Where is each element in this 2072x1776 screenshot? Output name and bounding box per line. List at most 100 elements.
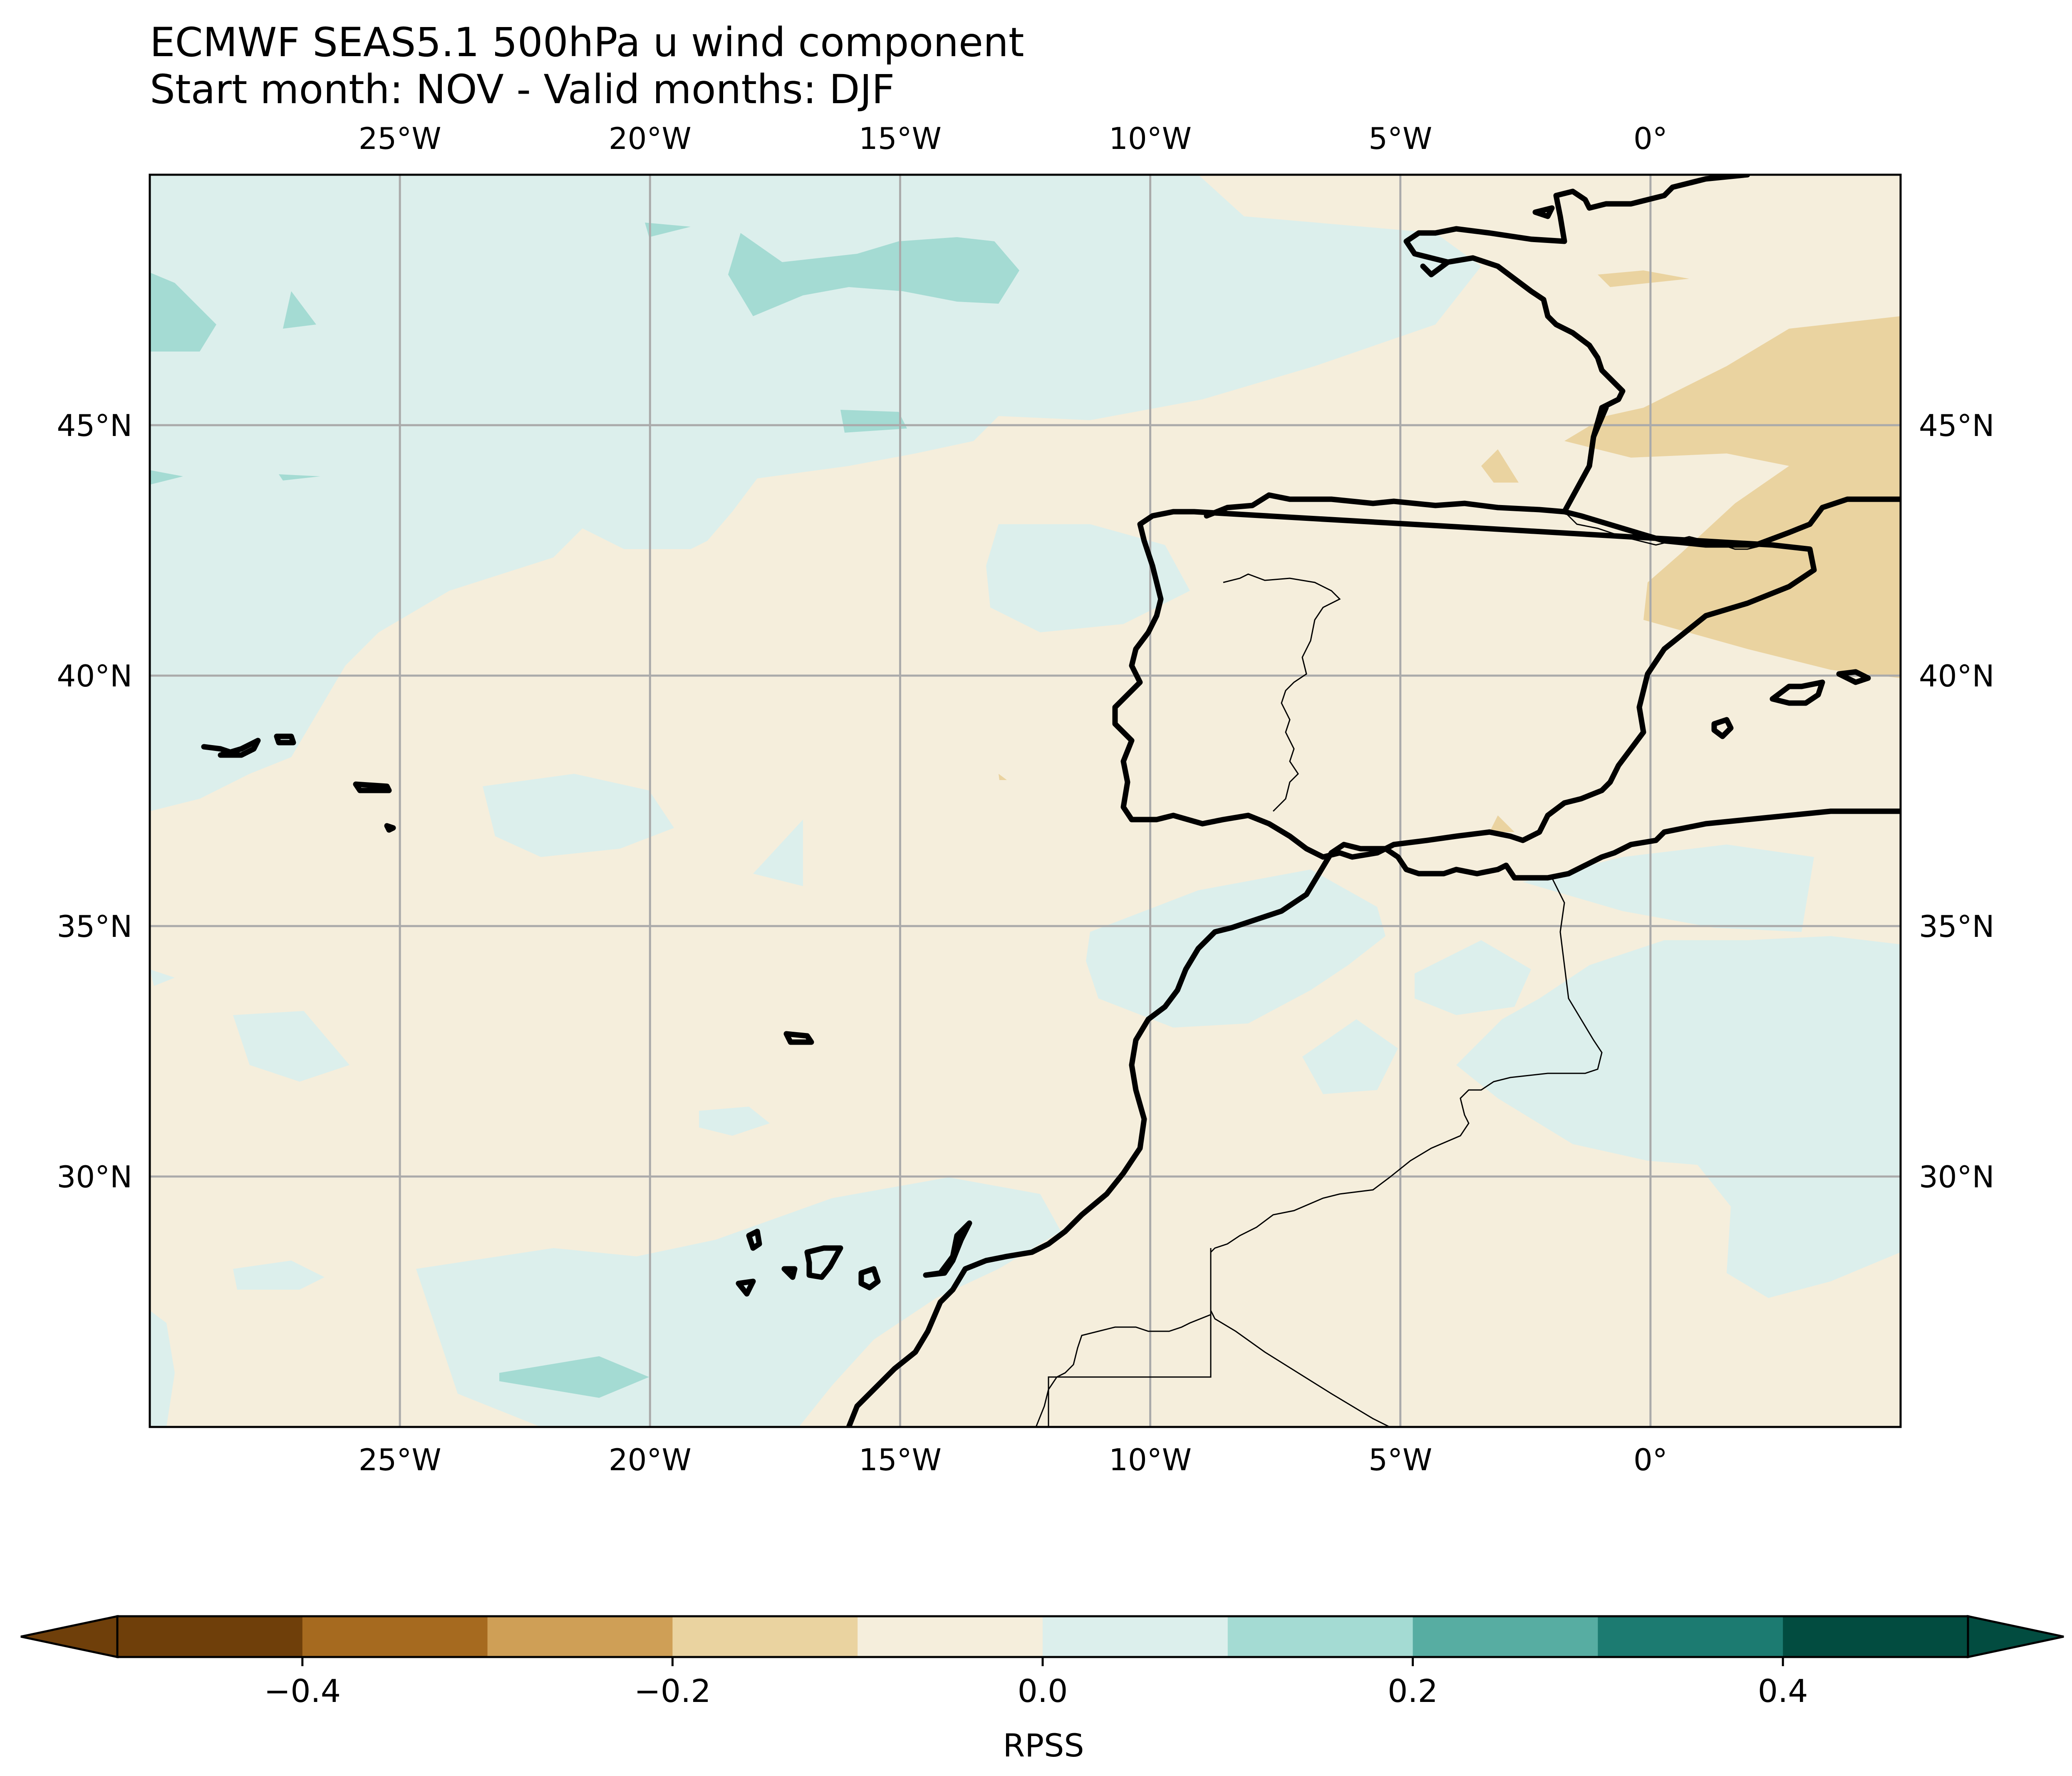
rpss-region-positive-high: [279, 474, 320, 481]
coastline-islands-north: [1532, 205, 1555, 219]
lat-tick-label: 45°N: [57, 408, 132, 443]
rpss-region-negative: [1564, 316, 1901, 678]
map-gridlines: [150, 175, 1901, 1427]
rpss-contour-fill: [150, 175, 1901, 1427]
colorbar-cell: [1413, 1616, 1598, 1657]
border-morocco-algeria: [1210, 877, 1603, 1253]
colorbar-cell: [1598, 1616, 1783, 1657]
lat-tick-label: 35°N: [57, 909, 132, 944]
rpss-region-positive: [1302, 1019, 1398, 1094]
coastline-canary-1: [746, 1229, 762, 1251]
lon-tick-label: 25°W: [359, 1442, 441, 1477]
colorbar-cells: [117, 1616, 1968, 1657]
coastline-france: [1403, 175, 1750, 469]
rpss-region-positive-high: [499, 1356, 649, 1398]
colorbar-tick-label: −0.4: [264, 1672, 341, 1709]
colorbar-extend-low: [20, 1615, 119, 1659]
colorbar-tick-label: 0.2: [1388, 1672, 1438, 1709]
coastline-iberia: [1112, 405, 1901, 860]
rpss-region-positive: [150, 175, 1481, 811]
rpss-region-negative: [999, 774, 1007, 780]
rpss-region-positive: [1456, 936, 1901, 1298]
rpss-region-positive-high: [840, 410, 907, 433]
lon-tick-label: 15°W: [859, 1442, 942, 1477]
country-borders: [1035, 511, 1772, 1427]
coastline-balearic-1: [1711, 717, 1734, 739]
coastline-africa: [846, 808, 1901, 1427]
coastline-canary-6: [923, 1220, 972, 1278]
coastline-azores-5: [384, 823, 396, 833]
rpss-region-positive: [483, 774, 674, 857]
colorbar-cell: [302, 1616, 488, 1657]
colorbar-label: RPSS: [1003, 1727, 1084, 1764]
coastline-balearic-2: [1770, 679, 1825, 706]
lon-tick-label: 10°W: [1109, 121, 1192, 156]
lon-tick-label: 5°W: [1368, 121, 1432, 156]
coastline-canary-4: [804, 1245, 843, 1280]
colorbar-tick-label: 0.4: [1758, 1672, 1808, 1709]
lon-tick-labels-bottom: 25°W 20°W 15°W 10°W 5°W 0°: [359, 1442, 1668, 1477]
rpss-region-positive: [150, 969, 175, 986]
rpss-region-positive: [986, 524, 1190, 632]
colorbar-cell: [1783, 1616, 1968, 1657]
rpss-region-positive: [699, 1107, 770, 1136]
border-western-sahara-south: [1048, 1302, 1212, 1427]
coastline-canary-3: [781, 1266, 798, 1280]
colorbar-ticks: −0.4 −0.2 0.0 0.2 0.4: [264, 1657, 1808, 1709]
lon-tick-label: 25°W: [359, 121, 441, 156]
lat-tick-label: 30°N: [1919, 1159, 1994, 1194]
lon-tick-labels-top: 25°W 20°W 15°W 10°W 5°W 0°: [359, 121, 1668, 156]
colorbar-tick-label: 0.0: [1018, 1672, 1068, 1709]
lon-tick-label: 5°W: [1368, 1442, 1432, 1477]
colorbar-tick-label: −0.2: [634, 1672, 711, 1709]
colorbar: −0.4 −0.2 0.0 0.2 0.4 RPSS: [20, 1615, 2064, 1764]
rpss-region-negative: [1598, 270, 1689, 287]
rpss-region-positive: [150, 1310, 175, 1427]
rpss-region-positive: [1415, 940, 1531, 1015]
border-spain-france: [1564, 511, 1772, 550]
colorbar-cell: [1043, 1616, 1228, 1657]
lat-tick-labels-right: 45°N 40°N 35°N 30°N: [1919, 408, 1994, 1194]
rpss-region-positive-high: [645, 223, 691, 237]
lat-tick-label: 45°N: [1919, 408, 1994, 443]
colorbar-cell: [672, 1616, 858, 1657]
lat-tick-label: 35°N: [1919, 909, 1994, 944]
coastline-canary-2: [736, 1278, 756, 1297]
coastline-madeira: [783, 1031, 814, 1045]
coastline-azores-3: [274, 733, 296, 746]
lat-tick-label: 40°N: [1919, 659, 1994, 694]
rpss-region-positive: [753, 820, 803, 886]
coastline-azores-4: [353, 781, 392, 793]
rpss-region-positive: [1086, 869, 1385, 1028]
lon-tick-label: 10°W: [1109, 1442, 1192, 1477]
rpss-region-negative: [1481, 449, 1519, 483]
title-line-2: Start month: NOV - Valid months: DJF: [150, 66, 895, 113]
coastline-canary-5: [858, 1266, 881, 1291]
border-mauritania: [1210, 1310, 1390, 1427]
lon-tick-label: 0°: [1633, 1442, 1668, 1477]
coastline-azores-2: [218, 738, 261, 758]
border-western-sahara-north: [1035, 1248, 1212, 1427]
rpss-region-positive-high: [283, 291, 316, 329]
colorbar-extend-high: [1967, 1615, 2064, 1659]
map-panel: 25°W 20°W 15°W 10°W 5°W 0° 25°W 20°W 15°W 10°W 5°…: [57, 121, 1995, 1477]
border-spain-portugal: [1223, 573, 1341, 812]
title-line-1: ECMWF SEAS5.1 500hPa u wind component: [150, 19, 1024, 66]
rpss-region-positive-high: [150, 272, 216, 352]
rpss-region-negative: [1490, 815, 1514, 832]
rpss-region-positive: [1523, 845, 1814, 932]
rpss-region-positive-high: [150, 470, 183, 485]
lon-tick-label: 15°W: [859, 121, 942, 156]
rpss-region-positive: [233, 1261, 325, 1290]
rpss-region-positive: [233, 1011, 349, 1082]
colorbar-cell: [117, 1616, 303, 1657]
lat-tick-labels-left: 45°N 40°N 35°N 30°N: [57, 408, 132, 1194]
rpss-region-positive-high: [728, 233, 1019, 316]
colorbar-cell: [487, 1616, 673, 1657]
lon-tick-label: 20°W: [609, 121, 691, 156]
colorbar-cell: [1227, 1616, 1413, 1657]
lat-tick-label: 30°N: [57, 1159, 132, 1194]
lon-tick-label: 0°: [1633, 121, 1668, 156]
coastline-balearic-3: [1836, 669, 1871, 685]
